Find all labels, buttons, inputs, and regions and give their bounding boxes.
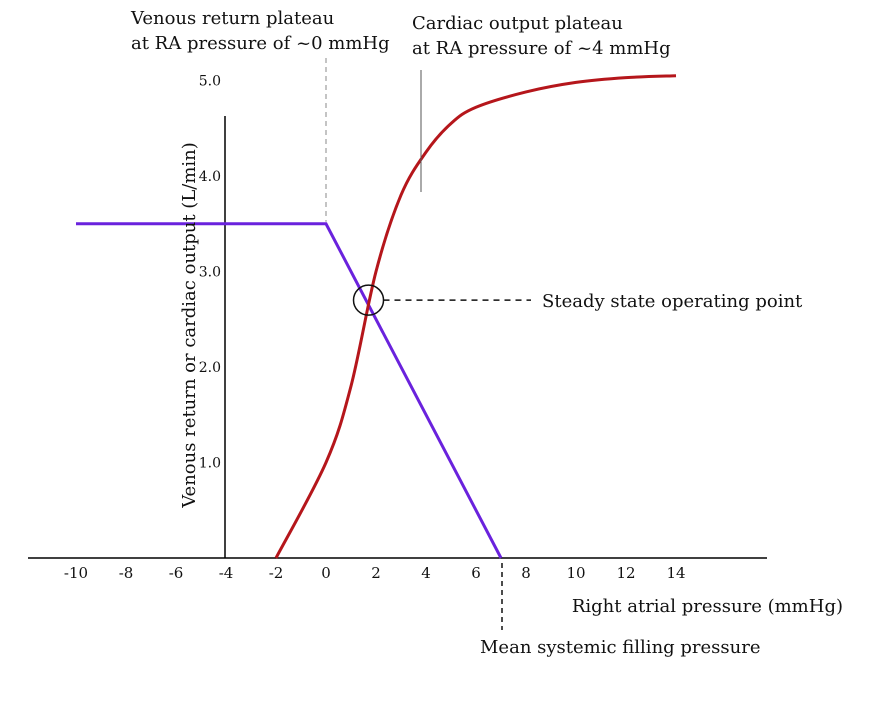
vr-plateau-text: at RA pressure of ~0 mmHg <box>131 33 390 54</box>
x-tick-label: -8 <box>119 564 134 582</box>
y-tick-label: 3.0 <box>199 265 221 281</box>
msfp-text: Mean systemic filling pressure <box>480 637 761 658</box>
x-tick-label: -2 <box>269 564 284 582</box>
y-tick-label: 2.0 <box>199 360 221 376</box>
y-tick-label: 1.0 <box>199 456 221 472</box>
x-tick-label: -10 <box>64 564 88 582</box>
x-tick-label: 6 <box>471 564 481 582</box>
x-tick-label: 0 <box>321 564 331 582</box>
vr-plateau-text: Venous return plateau <box>130 8 334 29</box>
annotations: Venous return plateau at RA pressure of ~… <box>130 8 803 658</box>
x-tick-label: -6 <box>169 564 184 582</box>
co-plateau-text: at RA pressure of ~4 mmHg <box>412 38 671 59</box>
co-plateau-text: Cardiac output plateau <box>412 13 623 34</box>
y-axis-label: Venous return or cardiac output (L/min) <box>179 142 200 509</box>
y-tick-label: 5.0 <box>199 74 221 90</box>
x-tick-label: 8 <box>521 564 531 582</box>
x-tick-label: -4 <box>219 564 234 582</box>
x-tick-label: 10 <box>566 564 585 582</box>
x-tick-label: 2 <box>371 564 381 582</box>
x-axis-label: Right atrial pressure (mmHg) <box>572 596 843 617</box>
y-tick-label: 4.0 <box>199 169 221 185</box>
x-tick-label: 4 <box>421 564 431 582</box>
x-tick-label: 14 <box>666 564 685 582</box>
plot-area <box>76 74 677 559</box>
steady-state-text: Steady state operating point <box>542 291 803 312</box>
cardiac-output-line <box>274 74 677 559</box>
axes: -10 -8 -6 -4 -2 0 2 4 6 8 10 12 14 1.0 2.0 3.0 4.0 5.0 <box>28 74 767 582</box>
venous-return-line <box>76 222 503 559</box>
x-tick-label: 12 <box>616 564 635 582</box>
